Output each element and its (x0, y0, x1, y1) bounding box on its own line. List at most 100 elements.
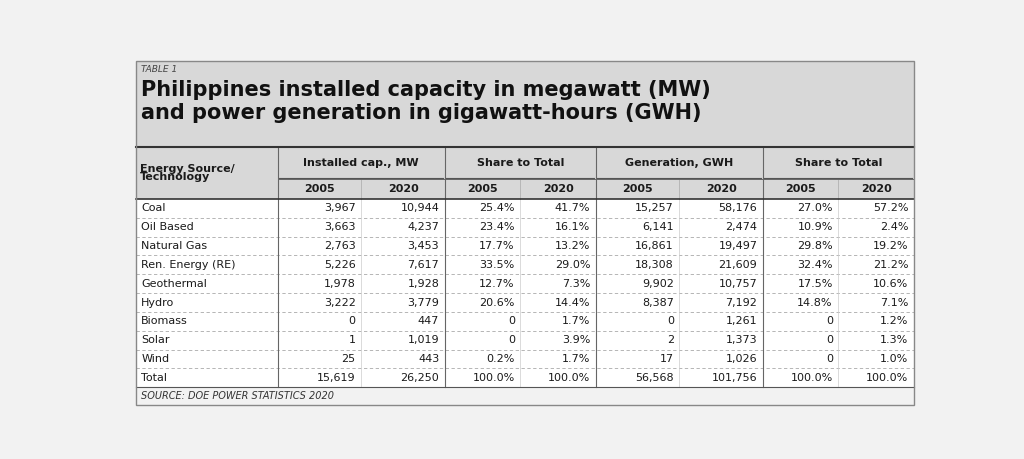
Text: 1.2%: 1.2% (880, 316, 908, 326)
Text: 29.0%: 29.0% (555, 260, 590, 270)
Text: 2005: 2005 (785, 184, 816, 194)
Text: 100.0%: 100.0% (791, 373, 833, 383)
Text: 14.4%: 14.4% (555, 297, 590, 308)
Bar (136, 147, 913, 179)
Text: 8,387: 8,387 (642, 297, 674, 308)
Text: Hydro: Hydro (141, 297, 174, 308)
Text: 3,779: 3,779 (408, 297, 439, 308)
Bar (136, 331, 913, 350)
Text: Energy Source/: Energy Source/ (139, 163, 234, 174)
Bar (136, 179, 913, 199)
Text: 0: 0 (508, 316, 515, 326)
Text: 2020: 2020 (706, 184, 736, 194)
Text: Philippines installed capacity in megawatt (MW)
and power generation in gigawatt: Philippines installed capacity in megawa… (141, 79, 711, 123)
Text: 5,226: 5,226 (324, 260, 355, 270)
Text: 3,967: 3,967 (324, 203, 355, 213)
Bar (136, 199, 913, 218)
Text: 9,902: 9,902 (642, 279, 674, 289)
Text: 15,619: 15,619 (317, 373, 355, 383)
Text: 17.5%: 17.5% (798, 279, 833, 289)
Bar (136, 236, 913, 255)
Text: 3,663: 3,663 (325, 222, 355, 232)
Text: 101,756: 101,756 (712, 373, 758, 383)
Text: 1.3%: 1.3% (880, 335, 908, 345)
Text: Technology: Technology (139, 172, 210, 182)
Text: TABLE 1: TABLE 1 (141, 65, 177, 73)
Text: 41.7%: 41.7% (555, 203, 590, 213)
Text: 56,568: 56,568 (635, 373, 674, 383)
Text: 25: 25 (342, 354, 355, 364)
Text: 1,978: 1,978 (324, 279, 355, 289)
Bar (136, 61, 913, 147)
Bar (136, 312, 913, 331)
Text: 7.1%: 7.1% (880, 297, 908, 308)
Text: 7,617: 7,617 (408, 260, 439, 270)
Text: 10,757: 10,757 (719, 279, 758, 289)
Text: Installed cap., MW: Installed cap., MW (303, 158, 419, 168)
Text: 3,222: 3,222 (324, 297, 355, 308)
Text: Ren. Energy (RE): Ren. Energy (RE) (141, 260, 236, 270)
Text: 16,861: 16,861 (635, 241, 674, 251)
Text: 2: 2 (667, 335, 674, 345)
Bar (136, 369, 913, 387)
Bar (136, 218, 913, 236)
Text: 1,026: 1,026 (726, 354, 758, 364)
Text: 7,192: 7,192 (725, 297, 758, 308)
Text: Share to Total: Share to Total (795, 158, 882, 168)
Text: Biomass: Biomass (141, 316, 188, 326)
Text: 0: 0 (349, 316, 355, 326)
Text: 2005: 2005 (304, 184, 335, 194)
Text: 0: 0 (667, 316, 674, 326)
Bar (136, 255, 913, 274)
Text: 21,609: 21,609 (719, 260, 758, 270)
Text: Total: Total (141, 373, 167, 383)
Text: 33.5%: 33.5% (479, 260, 515, 270)
Text: 2,763: 2,763 (324, 241, 355, 251)
Text: 1: 1 (349, 335, 355, 345)
Text: 3.9%: 3.9% (562, 335, 590, 345)
Text: 2005: 2005 (623, 184, 653, 194)
Text: 1.7%: 1.7% (562, 354, 590, 364)
Text: 2020: 2020 (543, 184, 573, 194)
Bar (136, 387, 913, 405)
Text: 2020: 2020 (388, 184, 419, 194)
Text: 10,944: 10,944 (400, 203, 439, 213)
Text: 6,141: 6,141 (642, 222, 674, 232)
Text: 2020: 2020 (861, 184, 892, 194)
Text: 0: 0 (825, 354, 833, 364)
Text: Natural Gas: Natural Gas (141, 241, 208, 251)
Text: 32.4%: 32.4% (798, 260, 833, 270)
Text: 19.2%: 19.2% (872, 241, 908, 251)
Text: 0: 0 (825, 316, 833, 326)
Text: 100.0%: 100.0% (548, 373, 590, 383)
Text: 0.2%: 0.2% (486, 354, 515, 364)
Text: 10.9%: 10.9% (798, 222, 833, 232)
Bar (136, 293, 913, 312)
Text: 23.4%: 23.4% (479, 222, 515, 232)
Bar (136, 350, 913, 369)
Text: 25.4%: 25.4% (479, 203, 515, 213)
Text: 58,176: 58,176 (719, 203, 758, 213)
Text: 27.0%: 27.0% (798, 203, 833, 213)
Text: Oil Based: Oil Based (141, 222, 195, 232)
Text: 57.2%: 57.2% (872, 203, 908, 213)
Text: 2005: 2005 (467, 184, 498, 194)
Bar (136, 274, 913, 293)
Text: 1.0%: 1.0% (880, 354, 908, 364)
Text: Solar: Solar (141, 335, 170, 345)
Text: 2,474: 2,474 (725, 222, 758, 232)
Text: 10.6%: 10.6% (873, 279, 908, 289)
Text: 19,497: 19,497 (719, 241, 758, 251)
Text: 100.0%: 100.0% (472, 373, 515, 383)
Text: 14.8%: 14.8% (798, 297, 833, 308)
Text: 1,928: 1,928 (408, 279, 439, 289)
Text: 4,237: 4,237 (408, 222, 439, 232)
Text: 29.8%: 29.8% (798, 241, 833, 251)
Text: 16.1%: 16.1% (555, 222, 590, 232)
Text: 26,250: 26,250 (400, 373, 439, 383)
Text: Geothermal: Geothermal (141, 279, 207, 289)
Text: 1,373: 1,373 (726, 335, 758, 345)
Text: 17: 17 (659, 354, 674, 364)
Text: Share to Total: Share to Total (476, 158, 564, 168)
Text: 443: 443 (418, 354, 439, 364)
